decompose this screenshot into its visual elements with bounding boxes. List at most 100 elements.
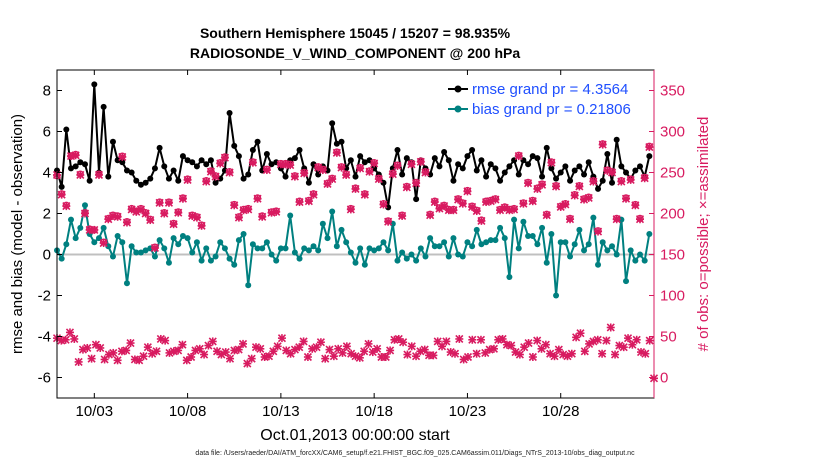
- bias-point: [109, 253, 116, 260]
- obs-assimilated-marker: [220, 153, 229, 162]
- rmse-point: [445, 157, 452, 164]
- obs-lower-marker: [65, 328, 75, 337]
- bias-point: [165, 259, 172, 266]
- obs-assimilated-marker: [561, 200, 570, 209]
- obs-lower-marker: [87, 354, 96, 363]
- bias-point: [282, 245, 289, 252]
- rmse-point: [581, 171, 588, 178]
- rmse-point: [450, 177, 457, 184]
- obs-assimilated-marker: [612, 215, 621, 224]
- obs-assimilated-marker: [472, 206, 481, 216]
- obs-assimilated-marker: [183, 175, 192, 184]
- obs-lower-marker: [533, 336, 542, 345]
- obs-lower-marker: [550, 352, 559, 361]
- bias-point: [301, 245, 308, 252]
- y2-tick-label: 250: [660, 165, 685, 182]
- rmse-point: [81, 161, 88, 168]
- obs-lower-marker: [407, 342, 416, 351]
- obs-lower-marker: [200, 350, 209, 359]
- obs-assimilated-marker: [346, 205, 355, 214]
- rmse-point: [623, 169, 630, 176]
- bias-point: [492, 237, 499, 244]
- obs-assimilated-marker: [551, 182, 561, 191]
- rmse-point: [282, 173, 289, 180]
- obs-lower-marker: [321, 354, 330, 363]
- rmse-point: [394, 146, 401, 153]
- obs-lower-marker: [632, 335, 641, 344]
- obs-lower-marker: [403, 350, 412, 359]
- obs-assimilated-marker: [528, 197, 537, 206]
- obs-lower-marker: [325, 345, 334, 354]
- bias-point: [137, 249, 144, 256]
- bias-point: [338, 226, 345, 233]
- rmse-point: [305, 179, 312, 186]
- bias-point: [646, 231, 653, 237]
- bias-point: [641, 257, 648, 264]
- rmse-point: [207, 157, 214, 164]
- rmse-point: [595, 185, 602, 192]
- bias-point: [445, 253, 452, 260]
- obs-assimilated-marker: [57, 190, 66, 199]
- rmse-point: [105, 173, 112, 180]
- rmse-point: [329, 120, 336, 127]
- rmse-point: [599, 177, 606, 184]
- bias-point: [441, 239, 448, 246]
- rmse-point: [63, 126, 70, 133]
- bias-point: [413, 257, 420, 264]
- bias-point: [184, 235, 191, 242]
- rmse-point: [268, 161, 275, 168]
- rmse-point: [632, 167, 639, 174]
- obs-lower-marker: [450, 349, 460, 358]
- obs-lower-marker: [299, 337, 308, 346]
- bias-point: [450, 235, 457, 242]
- bias-point: [324, 235, 331, 242]
- rmse-point: [352, 173, 359, 180]
- rmse-point: [203, 161, 210, 168]
- bias-point: [469, 243, 476, 250]
- bias-point: [543, 259, 550, 266]
- obs-assimilated-marker: [635, 215, 645, 224]
- bias-point: [417, 245, 424, 252]
- bias-point: [408, 251, 415, 258]
- x-tick-label: 10/03: [76, 403, 114, 420]
- obs-assimilated-marker: [122, 218, 132, 227]
- obs-assimilated-marker: [286, 161, 295, 170]
- y-tick-label: -6: [38, 370, 51, 387]
- obs-lower-marker: [381, 352, 390, 362]
- rmse-point: [147, 175, 154, 182]
- obs-assimilated-marker: [248, 158, 257, 167]
- rmse-point: [403, 155, 410, 162]
- obs-assimilated-marker: [510, 205, 519, 214]
- bias-point: [333, 243, 340, 250]
- obs-lower-marker: [606, 323, 615, 332]
- bias-point: [287, 212, 294, 219]
- rmse-point: [165, 175, 172, 182]
- rmse-point: [609, 179, 616, 186]
- bias-point: [296, 255, 303, 262]
- obs-lower-marker: [338, 348, 347, 357]
- obs-assimilated-marker: [398, 211, 407, 221]
- bias-point: [576, 226, 583, 233]
- bias-point: [315, 247, 322, 254]
- obs-assimilated-marker: [542, 211, 551, 220]
- obs-lower-marker: [109, 348, 118, 357]
- obs-lower-marker: [455, 334, 464, 344]
- axes-layer: 10/03 10/08 10/13 10/18 10/23 10/28 -6 -4 -2 0 2 4 6…: [38, 70, 685, 420]
- obs-lower-marker: [96, 343, 105, 353]
- bias-point: [221, 245, 228, 252]
- obs-assimilated-marker: [412, 179, 421, 188]
- y-tick-label: 6: [43, 124, 51, 141]
- obs-assimilated-marker: [374, 174, 383, 184]
- obs-assimilated-marker: [99, 238, 108, 248]
- bias-point: [497, 224, 504, 231]
- obs-assimilated-marker: [640, 174, 649, 183]
- rmse-point: [226, 110, 233, 117]
- rmse-point: [464, 153, 471, 160]
- obs-lower-marker: [645, 336, 654, 345]
- obs-lower-marker: [567, 349, 576, 358]
- obs-assimilated-marker: [537, 180, 547, 189]
- bias-point: [361, 261, 368, 268]
- bias-point: [170, 235, 177, 242]
- bias-point: [63, 241, 70, 248]
- bias-point: [427, 235, 434, 242]
